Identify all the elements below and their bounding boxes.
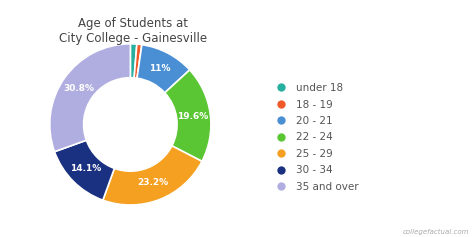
Text: 30.8%: 30.8% [64,84,94,93]
Wedge shape [134,44,142,78]
Legend: under 18, 18 - 19, 20 - 21, 22 - 24, 25 - 29, 30 - 34, 35 and over: under 18, 18 - 19, 20 - 21, 22 - 24, 25 … [271,83,358,192]
Wedge shape [103,146,202,205]
Text: 19.6%: 19.6% [177,112,208,121]
Wedge shape [130,44,137,78]
Text: collegefactual.com: collegefactual.com [403,228,469,235]
Wedge shape [55,140,114,200]
Wedge shape [137,45,190,93]
Text: 11%: 11% [149,64,171,73]
Text: Age of Students at
City College - Gainesville: Age of Students at City College - Gaines… [59,17,207,45]
Text: 23.2%: 23.2% [138,178,169,187]
Wedge shape [165,70,211,161]
Text: 14.1%: 14.1% [70,164,101,173]
Wedge shape [50,44,130,152]
